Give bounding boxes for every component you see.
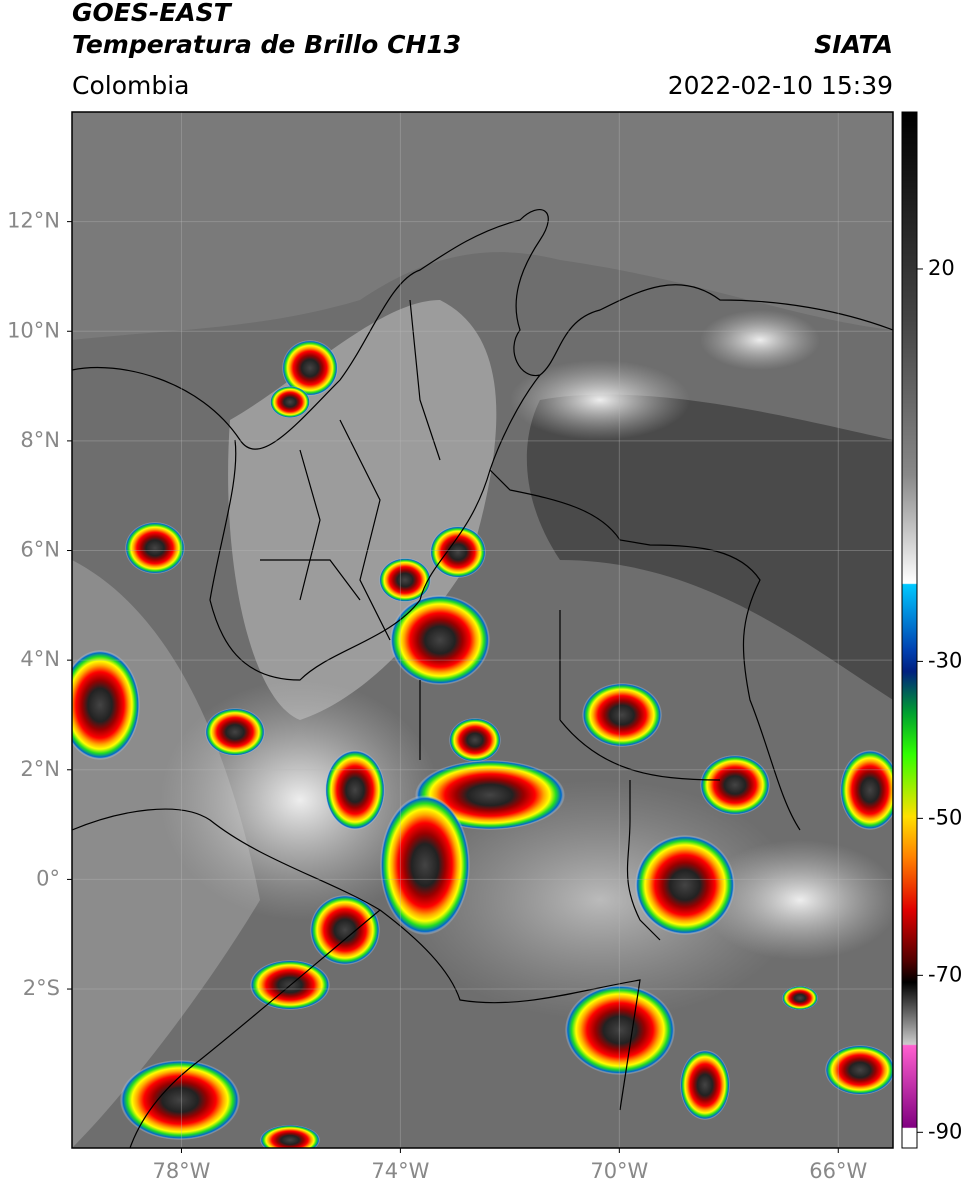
source: SIATA: [814, 30, 893, 59]
datetime: 2022-02-10 15:39: [668, 71, 893, 100]
region: Colombia: [72, 71, 189, 100]
y-tick-label: 0°: [36, 866, 60, 890]
x-tick-label: 66°W: [809, 1159, 867, 1183]
y-tick-label: 10°N: [7, 318, 60, 342]
storms: [72, 340, 893, 1148]
grid: [72, 112, 893, 1148]
y-tick-label: 6°N: [20, 538, 60, 562]
colorbar-tick-label: 20: [928, 256, 955, 280]
title: GOES-EAST: [72, 0, 233, 27]
y-tick-label: 4°N: [20, 647, 60, 671]
x-tick-label: 70°W: [590, 1159, 648, 1183]
x-tick-label: 74°W: [371, 1159, 429, 1183]
x-tick-label: 78°W: [152, 1159, 210, 1183]
colorbar-tick-label: -50: [928, 805, 962, 829]
subtitle: Temperatura de Brillo CH13: [72, 30, 461, 59]
y-tick-label: 12°N: [7, 209, 60, 233]
colorbar-tick-label: -30: [928, 648, 962, 672]
colorbar-tick-label: -90: [928, 1119, 962, 1143]
colorbar: [901, 111, 918, 1149]
y-tick-label: 8°N: [20, 428, 60, 452]
y-tick-label: 2°S: [23, 976, 60, 1000]
y-tick-label: 2°N: [20, 757, 60, 781]
imagery: [72, 112, 893, 1148]
map-frame: [71, 111, 894, 1149]
borders: [72, 209, 893, 1148]
colorbar-tick-label: -70: [928, 962, 962, 986]
